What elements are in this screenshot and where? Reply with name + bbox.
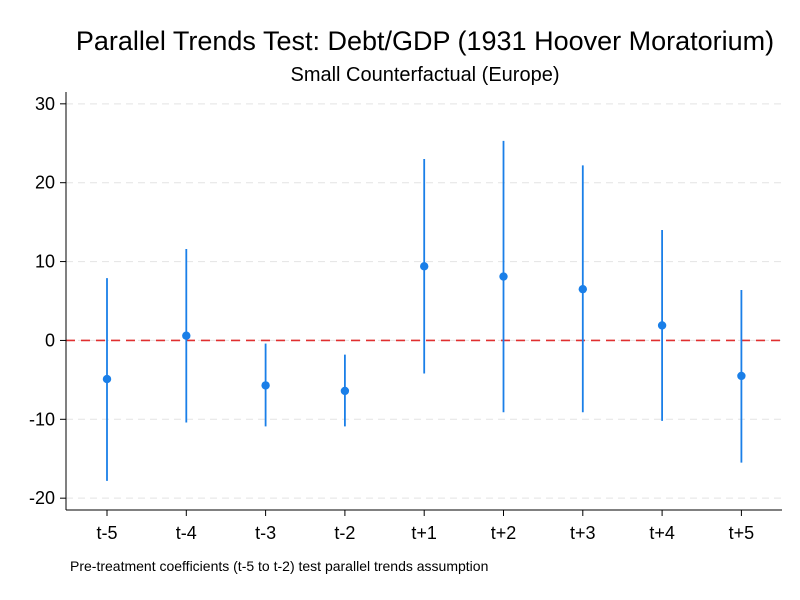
x-tick-label: t+5 (729, 523, 755, 543)
point-estimate (657, 321, 667, 330)
confidence-intervals (106, 140, 743, 481)
x-tick-label: t+2 (491, 523, 517, 543)
point-estimate (420, 262, 429, 271)
point-estimate (102, 374, 112, 384)
point-estimate (499, 272, 508, 281)
point-estimate (261, 381, 270, 390)
y-tick-label: -20 (29, 488, 55, 508)
y-tick-labels: -20 -10 0 10 20 30 (29, 94, 55, 508)
point-estimate (578, 284, 587, 294)
y-tick-label: 20 (35, 173, 55, 193)
y-tick-label: -10 (29, 409, 55, 429)
chart-note: Pre-treatment coefficients (t-5 to t-2) … (70, 558, 488, 574)
x-tick-labels: t-5 t-4 t-3 t-2 t+1 t+2 t+3 t+4 t+5 (96, 523, 754, 543)
y-tick-label: 0 (45, 330, 55, 350)
x-tick-label: t+4 (649, 523, 675, 543)
point-estimate (182, 331, 191, 340)
point-estimate (340, 386, 350, 396)
axes (60, 92, 782, 516)
x-tick-label: t+3 (570, 523, 596, 543)
x-tick-label: t-4 (176, 523, 197, 543)
chart-subtitle: Small Counterfactual (Europe) (290, 64, 559, 86)
x-tick-label: t-5 (96, 523, 117, 543)
x-tick-label: t-2 (334, 523, 355, 543)
y-tick-label: 30 (35, 94, 55, 114)
y-tick-label: 10 (35, 252, 55, 272)
chart-title: Parallel Trends Test: Debt/GDP (1931 Hoo… (76, 26, 774, 56)
x-tick-label: t-3 (255, 523, 276, 543)
coefficient-points (102, 262, 746, 396)
x-tick-label: t+1 (411, 523, 437, 543)
point-estimate (737, 371, 746, 381)
